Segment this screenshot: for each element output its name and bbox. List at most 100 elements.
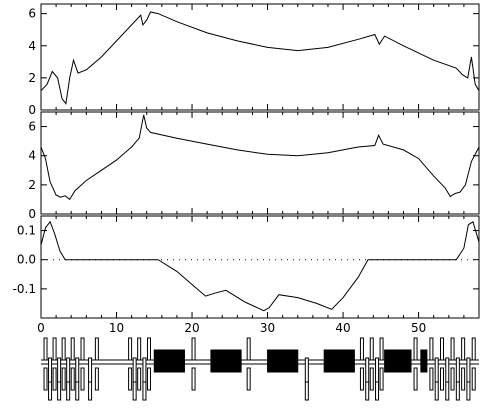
element-marker — [48, 381, 53, 401]
x-tick-label: 30 — [260, 321, 275, 335]
element-marker — [75, 381, 80, 401]
quadrupole-magnet — [128, 337, 133, 361]
quadrupole-magnet — [466, 357, 471, 383]
element-marker — [66, 381, 71, 401]
element-marker — [191, 367, 196, 391]
element-marker — [70, 367, 75, 391]
element-marker — [439, 367, 444, 391]
element-marker — [128, 367, 133, 391]
element-marker — [413, 367, 418, 391]
quadrupole-magnet — [413, 337, 418, 361]
plot-frame — [40, 215, 480, 319]
element-marker — [80, 367, 85, 391]
element-marker — [132, 381, 137, 401]
quadrupole-magnet — [43, 337, 48, 361]
y-tick-label: 0.0 — [17, 253, 36, 267]
y-tick-label: 0 — [28, 103, 36, 117]
element-marker — [137, 367, 142, 391]
element-marker — [246, 367, 251, 391]
quadrupole-magnet — [61, 337, 66, 361]
element-marker — [455, 381, 460, 401]
panel-3: 0.1 0.0 -0.1 0 10 20 30 40 50 — [13, 215, 480, 335]
dipole-magnet — [420, 349, 428, 373]
quadrupole-magnet — [146, 337, 151, 361]
quadrupole-magnet — [246, 337, 251, 361]
y-tick-label: 6 — [28, 7, 36, 21]
element-marker — [429, 367, 434, 391]
element-marker — [445, 381, 450, 401]
x-tick-label: 0 — [37, 321, 45, 335]
quadrupole-magnet — [359, 337, 364, 361]
y-tick-label: 2 — [28, 71, 36, 85]
y-tick-label: 6 — [28, 120, 36, 134]
element-marker — [359, 367, 364, 391]
quadrupole-magnet — [57, 357, 62, 383]
dipole-magnet — [153, 349, 185, 373]
x-tick-label: 40 — [335, 321, 350, 335]
series-line — [40, 220, 480, 312]
quadrupole-magnet — [70, 337, 75, 361]
quadrupole-magnet — [75, 357, 80, 383]
quadrupole-magnet — [304, 357, 309, 383]
element-marker — [369, 367, 374, 391]
plot-frame — [40, 111, 480, 215]
element-marker — [52, 367, 57, 391]
quadrupole-magnet — [455, 357, 460, 383]
y-tick-label: 4 — [28, 39, 36, 53]
element-marker — [57, 381, 62, 401]
panel-1: 0 2 4 6 — [28, 3, 480, 117]
element-marker — [450, 367, 455, 391]
element-marker — [434, 381, 439, 401]
quadrupole-magnet — [142, 357, 147, 383]
quadrupole-magnet — [48, 357, 53, 383]
element-marker — [94, 367, 99, 391]
x-tick-label: 50 — [411, 321, 426, 335]
element-marker — [146, 367, 151, 391]
element-marker — [375, 381, 380, 401]
quadrupole-magnet — [94, 337, 99, 361]
y-tick-label: 0 — [28, 207, 36, 221]
dipole-magnet — [323, 349, 355, 373]
element-marker — [365, 381, 370, 401]
dipole-magnet — [384, 349, 412, 373]
quadrupole-magnet — [471, 337, 476, 361]
quadrupole-magnet — [369, 337, 374, 361]
element-marker — [142, 381, 147, 401]
quadrupole-magnet — [52, 337, 57, 361]
quadrupole-magnet — [445, 357, 450, 383]
plot-frame — [40, 3, 480, 111]
element-marker — [471, 367, 476, 391]
element-marker — [61, 367, 66, 391]
quadrupole-magnet — [375, 357, 380, 383]
y-tick-label: -0.1 — [13, 282, 36, 296]
quadrupole-magnet — [137, 337, 142, 361]
quadrupole-magnet — [191, 337, 196, 361]
dipole-magnet — [267, 349, 299, 373]
element-marker — [88, 381, 93, 401]
element-marker — [466, 381, 471, 401]
quadrupole-magnet — [66, 357, 71, 383]
quadrupole-magnet — [434, 357, 439, 383]
lattice-layout — [41, 337, 479, 401]
quadrupole-magnet — [461, 337, 466, 361]
element-marker — [304, 381, 309, 401]
x-tick-label: 20 — [184, 321, 199, 335]
series-line — [40, 11, 480, 105]
panel-2: 0 2 4 6 — [28, 111, 480, 221]
quadrupole-magnet — [439, 337, 444, 361]
y-tick-label: 2 — [28, 178, 36, 192]
element-marker — [43, 367, 48, 391]
quadrupole-magnet — [450, 337, 455, 361]
series-line — [40, 114, 480, 201]
y-tick-label: 4 — [28, 149, 36, 163]
quadrupole-magnet — [88, 357, 93, 383]
quadrupole-magnet — [80, 337, 85, 361]
element-marker — [379, 367, 384, 391]
quadrupole-magnet — [379, 337, 384, 361]
quadrupole-magnet — [365, 357, 370, 383]
element-marker — [461, 367, 466, 391]
quadrupole-magnet — [429, 337, 434, 361]
y-tick-label: 0.1 — [17, 224, 36, 238]
x-tick-label: 10 — [109, 321, 124, 335]
